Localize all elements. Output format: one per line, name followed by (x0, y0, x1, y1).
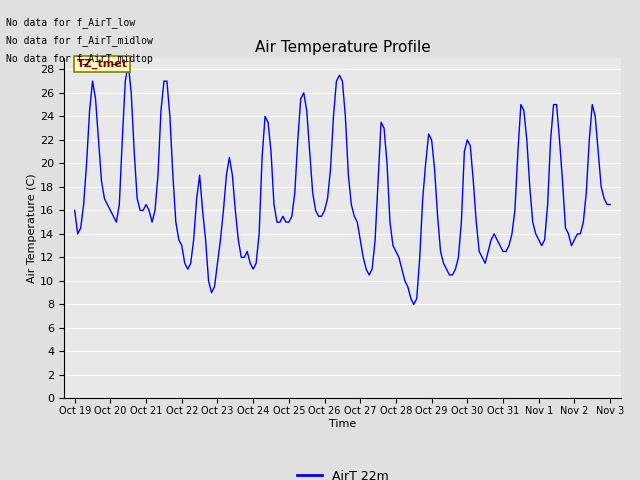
Text: No data for f_AirT_midtop: No data for f_AirT_midtop (6, 53, 153, 64)
Y-axis label: Air Temperature (C): Air Temperature (C) (28, 173, 37, 283)
Text: No data for f_AirT_midlow: No data for f_AirT_midlow (6, 35, 153, 46)
Text: No data for f_AirT_low: No data for f_AirT_low (6, 17, 136, 28)
X-axis label: Time: Time (329, 419, 356, 429)
Text: TZ_tmet: TZ_tmet (77, 59, 127, 69)
Title: Air Temperature Profile: Air Temperature Profile (255, 40, 430, 55)
Legend: AirT 22m: AirT 22m (292, 465, 393, 480)
